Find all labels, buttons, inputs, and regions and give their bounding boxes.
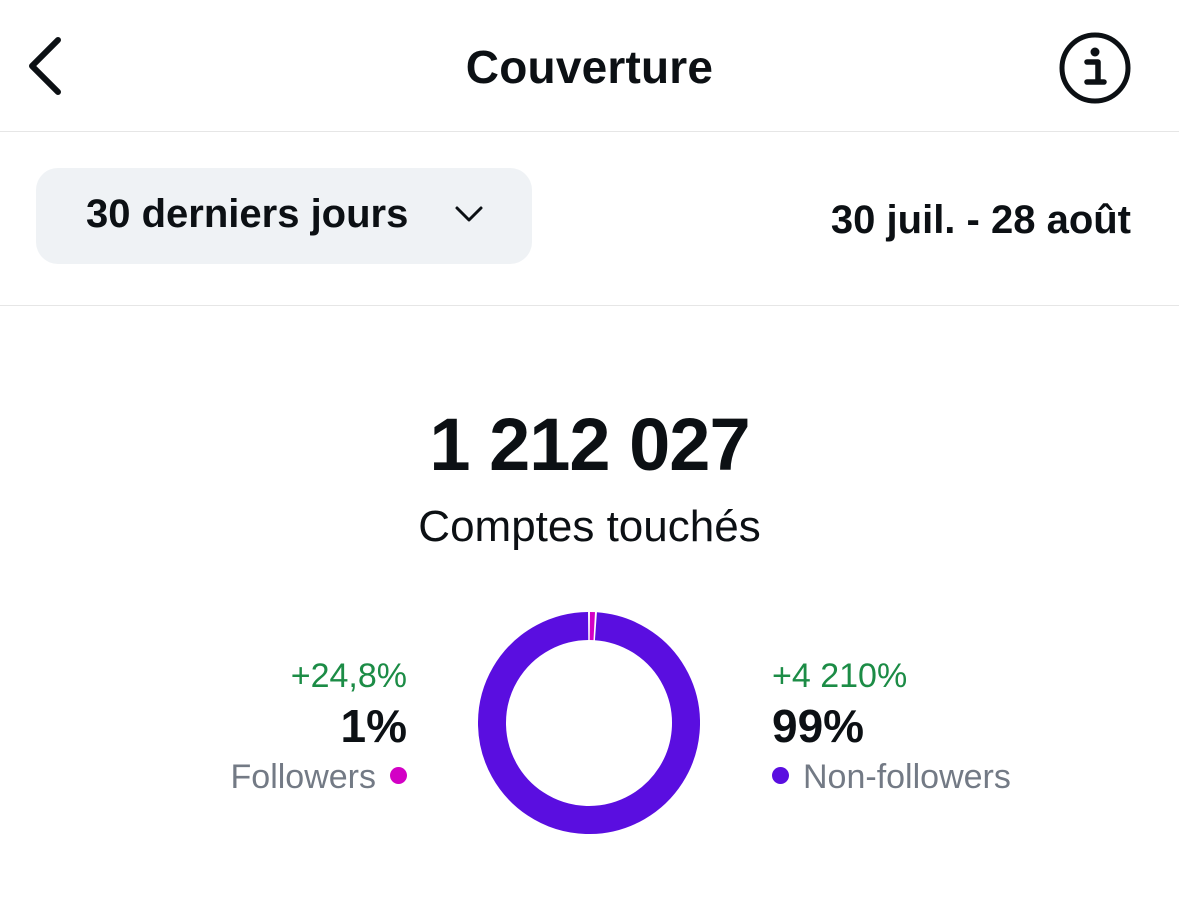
non-followers-stat: +4 210% 99% Non-followers (772, 656, 1011, 800)
followers-percent: 1% (340, 700, 407, 752)
top-bar: Couverture (0, 0, 1179, 132)
non-followers-legend-dot (772, 766, 789, 784)
chevron-down-icon (455, 206, 483, 222)
info-icon (1059, 32, 1131, 104)
date-range-dropdown-label: 30 derniers jours (86, 192, 409, 236)
date-filter-row: 30 derniers jours 30 juil. - 28 août (0, 132, 1179, 306)
non-followers-legend-label: Non-followers (803, 758, 1011, 796)
followers-stat: +24,8% 1% Followers (231, 656, 407, 800)
reach-donut-chart (478, 612, 700, 834)
non-followers-legend: Non-followers (772, 754, 1011, 800)
back-button[interactable] (22, 34, 72, 98)
followers-delta: +24,8% (290, 657, 407, 695)
date-range-dropdown[interactable]: 30 derniers jours (36, 168, 532, 264)
followers-legend-dot (390, 766, 407, 784)
followers-legend-label: Followers (230, 758, 376, 796)
date-range-text: 30 juil. - 28 août (830, 198, 1131, 242)
non-followers-percent: 99% (772, 700, 865, 752)
accounts-reached-total: 1 212 027 (429, 403, 750, 486)
non-followers-delta: +4 210% (772, 657, 908, 695)
accounts-reached-label: Comptes touchés (418, 502, 761, 551)
donut-slice-non-followers (478, 612, 700, 834)
followers-legend: Followers (231, 754, 407, 800)
info-button[interactable] (1058, 31, 1132, 105)
chevron-left-icon (29, 37, 61, 95)
page-title: Couverture (465, 41, 714, 93)
